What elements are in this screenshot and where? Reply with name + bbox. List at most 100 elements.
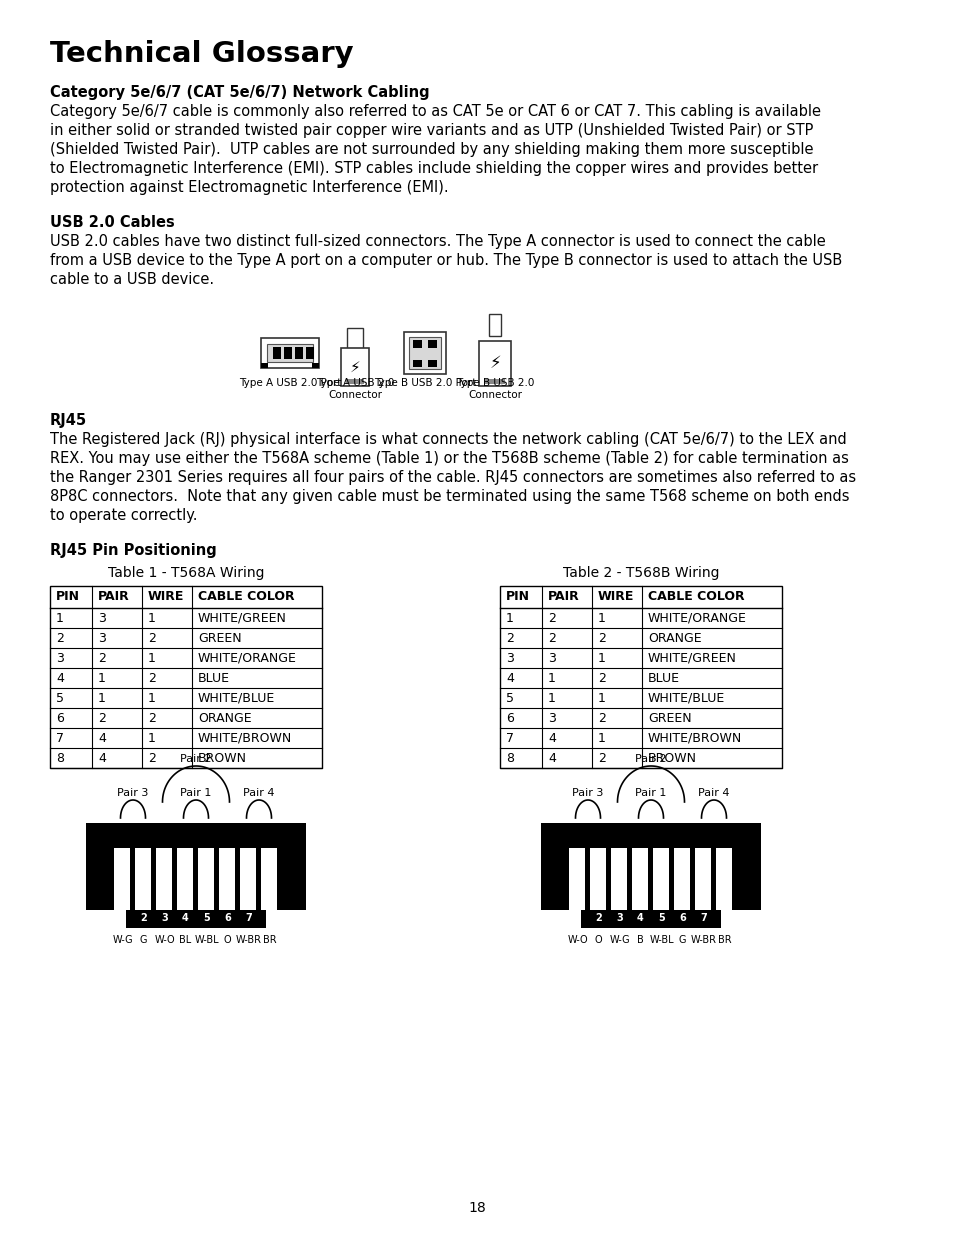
Text: Pair 4: Pair 4 bbox=[698, 788, 729, 798]
Text: W-BL: W-BL bbox=[648, 935, 673, 945]
Bar bbox=[653, 848, 669, 910]
Text: W-BR: W-BR bbox=[690, 935, 716, 945]
Text: 1: 1 bbox=[598, 611, 605, 625]
Bar bbox=[198, 848, 214, 910]
Text: BROWN: BROWN bbox=[647, 752, 697, 764]
Bar bbox=[632, 848, 648, 910]
Text: 8P8C connectors.  Note that any given cable must be terminated using the same T5: 8P8C connectors. Note that any given cab… bbox=[50, 489, 848, 504]
Text: 2: 2 bbox=[598, 672, 605, 684]
Text: W-G: W-G bbox=[112, 935, 132, 945]
Text: 4: 4 bbox=[505, 672, 514, 684]
Text: 1: 1 bbox=[598, 692, 605, 704]
Text: WHITE/BLUE: WHITE/BLUE bbox=[198, 692, 275, 704]
Text: 4: 4 bbox=[547, 752, 556, 764]
Text: 18: 18 bbox=[468, 1200, 485, 1215]
Bar bbox=[695, 848, 711, 910]
Text: W-G: W-G bbox=[609, 935, 629, 945]
Text: USB 2.0 Cables: USB 2.0 Cables bbox=[50, 215, 174, 230]
Text: BL: BL bbox=[179, 935, 192, 945]
Text: Type B USB 2.0 Port: Type B USB 2.0 Port bbox=[374, 378, 476, 388]
Text: WHITE/BLUE: WHITE/BLUE bbox=[647, 692, 724, 704]
Text: 8: 8 bbox=[56, 752, 64, 764]
Bar bbox=[413, 359, 421, 367]
Text: 5: 5 bbox=[203, 913, 210, 923]
Text: 7: 7 bbox=[505, 731, 514, 745]
Bar bbox=[484, 379, 504, 384]
Bar bbox=[540, 910, 580, 927]
Bar bbox=[674, 848, 690, 910]
Text: G: G bbox=[139, 935, 147, 945]
Text: GREEN: GREEN bbox=[647, 711, 691, 725]
Text: 1: 1 bbox=[598, 652, 605, 664]
Text: to Electromagnetic Interference (EMI). STP cables include shielding the copper w: to Electromagnetic Interference (EMI). S… bbox=[50, 161, 818, 177]
Text: WHITE/BROWN: WHITE/BROWN bbox=[198, 731, 292, 745]
Bar bbox=[716, 848, 732, 910]
Text: REX. You may use either the T568A scheme (Table 1) or the T568B scheme (Table 2): REX. You may use either the T568A scheme… bbox=[50, 451, 848, 466]
Bar bbox=[284, 347, 292, 359]
Text: cable to a USB device.: cable to a USB device. bbox=[50, 272, 213, 287]
Text: Technical Glossary: Technical Glossary bbox=[50, 40, 354, 68]
Bar bbox=[266, 910, 306, 927]
Text: Type B USB 2.0
Connector: Type B USB 2.0 Connector bbox=[456, 378, 534, 400]
Text: 4: 4 bbox=[98, 752, 106, 764]
Text: 3: 3 bbox=[547, 652, 556, 664]
Text: 3: 3 bbox=[616, 913, 622, 923]
Text: BR: BR bbox=[717, 935, 731, 945]
Text: W-BL: W-BL bbox=[194, 935, 218, 945]
Text: Pair 2: Pair 2 bbox=[635, 755, 666, 764]
Text: 8: 8 bbox=[720, 913, 727, 923]
Text: Table 2 - T568B Wiring: Table 2 - T568B Wiring bbox=[562, 566, 719, 580]
Text: 3: 3 bbox=[98, 611, 106, 625]
Bar bbox=[240, 848, 256, 910]
Text: WHITE/BROWN: WHITE/BROWN bbox=[647, 731, 741, 745]
Bar bbox=[261, 338, 318, 368]
Text: Pair 4: Pair 4 bbox=[243, 788, 274, 798]
Text: 7: 7 bbox=[245, 913, 252, 923]
Text: 4: 4 bbox=[98, 731, 106, 745]
Text: protection against Electromagnetic Interference (EMI).: protection against Electromagnetic Inter… bbox=[50, 180, 448, 195]
Bar bbox=[403, 332, 446, 374]
Text: 1: 1 bbox=[56, 611, 64, 625]
Text: 7: 7 bbox=[56, 731, 64, 745]
Text: ⚡: ⚡ bbox=[489, 354, 500, 373]
Text: 4: 4 bbox=[56, 672, 64, 684]
Bar bbox=[413, 340, 421, 348]
Bar bbox=[312, 363, 318, 368]
Text: CABLE COLOR: CABLE COLOR bbox=[647, 590, 744, 604]
Text: Pair 3: Pair 3 bbox=[117, 788, 149, 798]
Text: WHITE/GREEN: WHITE/GREEN bbox=[198, 611, 287, 625]
Text: BLUE: BLUE bbox=[647, 672, 679, 684]
Text: BLUE: BLUE bbox=[198, 672, 230, 684]
Text: 5: 5 bbox=[56, 692, 64, 704]
Bar bbox=[86, 910, 126, 927]
Text: 2: 2 bbox=[148, 752, 155, 764]
Text: 1: 1 bbox=[148, 611, 155, 625]
Text: 1: 1 bbox=[598, 731, 605, 745]
Bar bbox=[590, 848, 606, 910]
Text: WHITE/GREEN: WHITE/GREEN bbox=[647, 652, 736, 664]
Text: ORANGE: ORANGE bbox=[647, 631, 700, 645]
Text: W-O: W-O bbox=[567, 935, 587, 945]
Bar bbox=[611, 848, 627, 910]
Text: 2: 2 bbox=[547, 631, 556, 645]
Text: 3: 3 bbox=[56, 652, 64, 664]
Text: USB 2.0 cables have two distinct full-sized connectors. The Type A connector is : USB 2.0 cables have two distinct full-si… bbox=[50, 233, 825, 249]
Text: 1: 1 bbox=[98, 692, 106, 704]
Text: Pair 1: Pair 1 bbox=[180, 788, 212, 798]
Text: RJ45 Pin Positioning: RJ45 Pin Positioning bbox=[50, 543, 216, 558]
Text: RJ45: RJ45 bbox=[50, 412, 87, 429]
Text: 2: 2 bbox=[505, 631, 514, 645]
Text: 6: 6 bbox=[679, 913, 685, 923]
Text: 5: 5 bbox=[505, 692, 514, 704]
Text: 1: 1 bbox=[119, 913, 126, 923]
Text: ⚡: ⚡ bbox=[349, 359, 360, 374]
Bar bbox=[569, 848, 585, 910]
Text: 1: 1 bbox=[148, 731, 155, 745]
Bar bbox=[86, 823, 306, 927]
Bar bbox=[261, 363, 268, 368]
Text: 2: 2 bbox=[98, 652, 106, 664]
Text: the Ranger 2301 Series requires all four pairs of the cable. RJ45 connectors are: the Ranger 2301 Series requires all four… bbox=[50, 471, 855, 485]
Text: BR: BR bbox=[262, 935, 276, 945]
Text: ORANGE: ORANGE bbox=[198, 711, 252, 725]
Text: G: G bbox=[678, 935, 685, 945]
